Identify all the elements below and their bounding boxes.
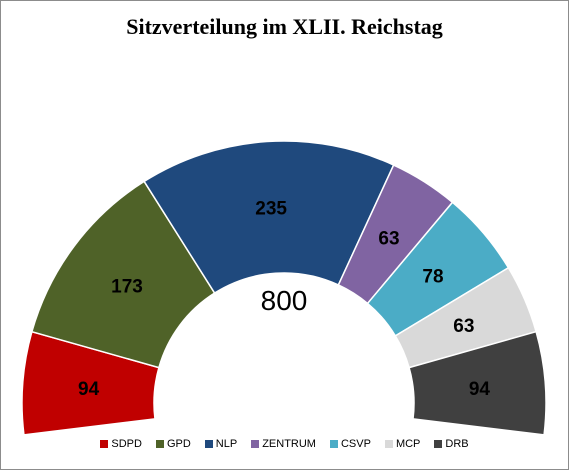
legend-item-gpd: GPD xyxy=(155,438,191,450)
legend-label: DRB xyxy=(445,438,469,450)
legend-item-zentrum: ZENTRUM xyxy=(251,438,316,450)
data-label-drb: 94 xyxy=(469,379,491,400)
legend-swatch xyxy=(204,440,213,448)
legend-label: SDPD xyxy=(111,438,142,450)
legend-swatch xyxy=(384,440,393,448)
legend-label: CSVP xyxy=(340,438,371,450)
wedge-drb xyxy=(408,330,547,436)
legend-label: GPD xyxy=(166,438,191,450)
legend-item-nlp: NLP xyxy=(204,438,238,450)
legend: SDPD GPD NLP ZENTRUM CSVP MCP DRB xyxy=(0,438,569,450)
legend-swatch xyxy=(100,440,109,448)
wedge-nlp xyxy=(143,140,395,295)
data-label-csvp: 78 xyxy=(422,267,443,288)
legend-label: MCP xyxy=(395,438,421,450)
legend-swatch xyxy=(251,440,260,448)
data-label-gpd: 173 xyxy=(111,277,143,298)
legend-item-csvp: CSVP xyxy=(329,438,371,450)
data-label-sdpd: 94 xyxy=(78,379,100,400)
total-seats-label: 800 xyxy=(261,285,308,316)
data-label-zentrum: 63 xyxy=(378,228,399,249)
legend-swatch xyxy=(329,440,338,448)
data-label-mcp: 63 xyxy=(453,316,474,337)
legend-swatch xyxy=(155,440,164,448)
legend-item-drb: DRB xyxy=(434,438,469,450)
legend-swatch xyxy=(434,440,443,448)
legend-label: ZENTRUM xyxy=(262,438,316,450)
legend-item-sdpd: SDPD xyxy=(100,438,142,450)
chart-title: Sitzverteilung im XLII. Reichstag xyxy=(126,14,443,39)
legend-label: NLP xyxy=(215,438,238,450)
data-label-nlp: 235 xyxy=(255,198,287,219)
legend-item-mcp: MCP xyxy=(384,438,421,450)
